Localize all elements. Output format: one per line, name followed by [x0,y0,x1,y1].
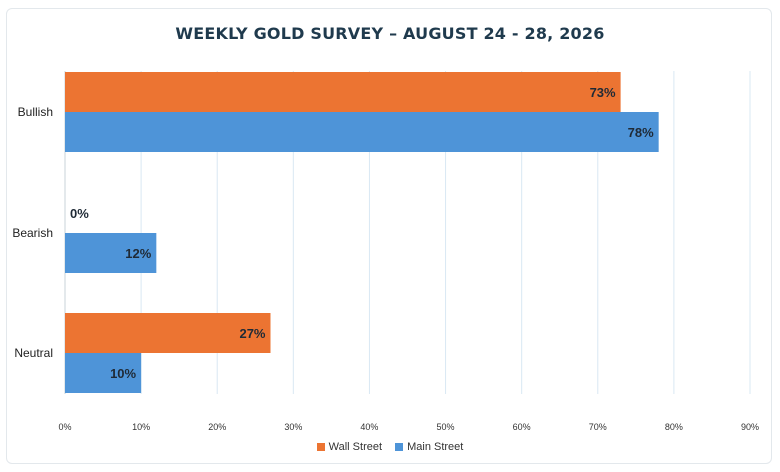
bar-main-street [65,233,157,273]
bar-main-street [65,112,659,152]
legend-swatch-wall-street [316,443,325,451]
data-label: 78% [628,125,654,140]
data-label: 12% [125,246,151,261]
x-tick-label: 90% [741,422,759,432]
data-label: 73% [590,85,616,100]
x-tick-label: 0% [58,422,71,432]
data-label: 0% [70,206,89,221]
x-tick-label: 40% [360,422,378,432]
category-label: Neutral [14,346,53,360]
x-tick-label: 10% [132,422,150,432]
bar-main-street [65,353,142,393]
x-tick-label: 80% [665,422,683,432]
legend-item-main-street: Main Street [395,441,463,453]
category-label: Bearish [12,226,53,240]
legend-swatch-main-street [395,443,404,451]
legend-label-main-street: Main Street [407,441,464,453]
chart-legend: Wall Street Main Street [0,441,780,454]
chart-title: WEEKLY GOLD SURVEY – AUGUST 24 - 28, 202… [175,24,605,43]
x-tick-label: 70% [589,422,607,432]
legend-item-wall-street: Wall Street [316,441,383,453]
x-tick-label: 30% [284,422,302,432]
data-label: 10% [110,366,136,381]
x-tick-label: 60% [513,422,531,432]
bar-wall-street [65,72,621,112]
category-label: Bullish [18,105,53,119]
data-label: 27% [239,326,265,341]
legend-label-wall-street: Wall Street [328,441,383,453]
x-tick-label: 50% [437,422,455,432]
x-tick-label: 20% [208,422,226,432]
bar-wall-street [65,313,271,353]
